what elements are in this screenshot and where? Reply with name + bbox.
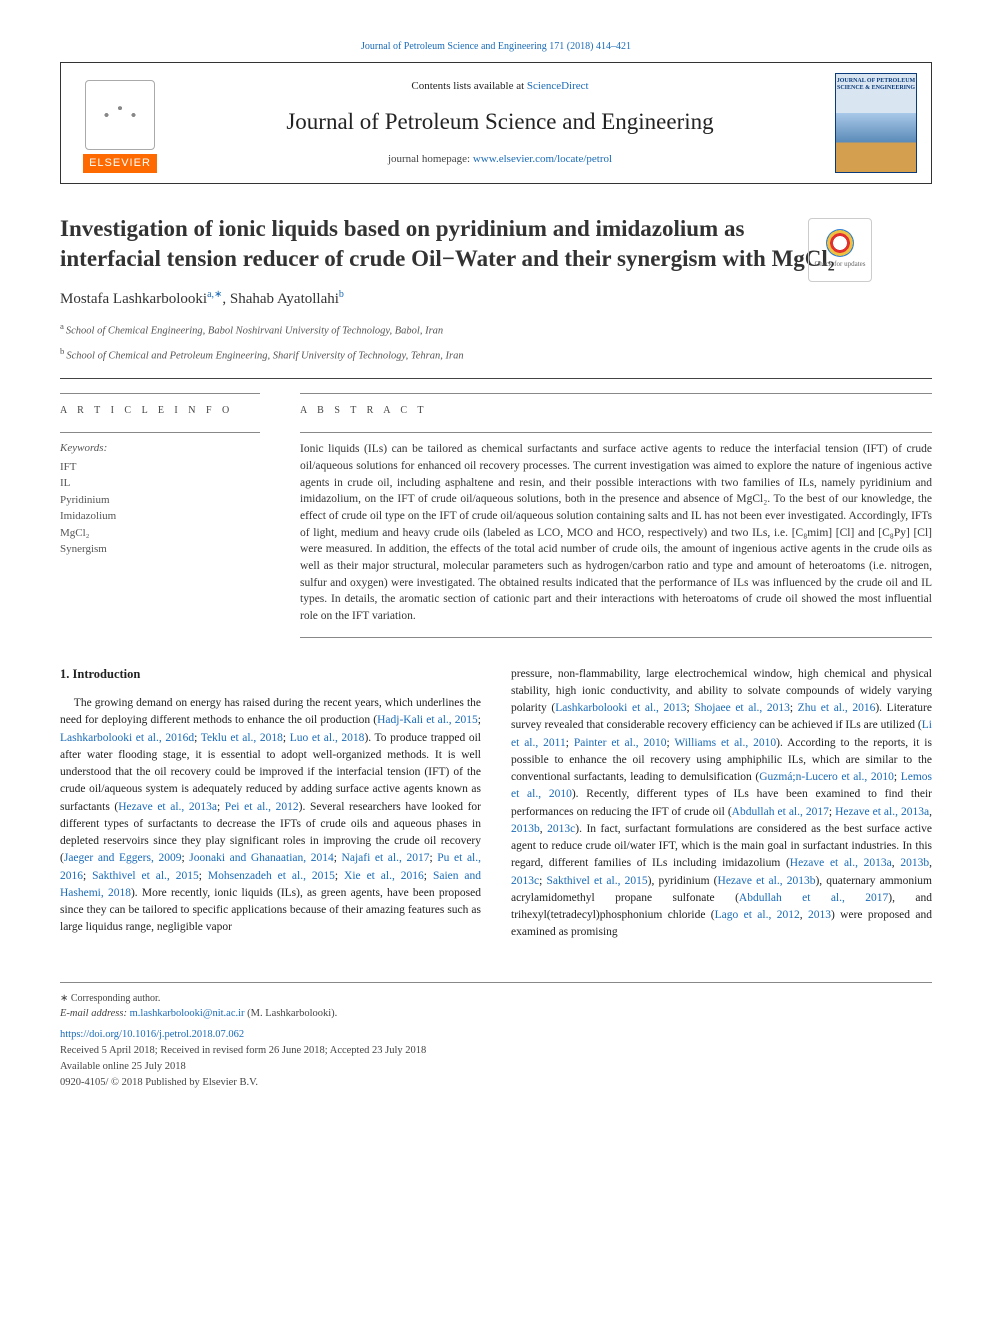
elsevier-logo[interactable]: ELSEVIER [75,73,165,173]
received-line: Received 5 April 2018; Received in revis… [60,1043,932,1059]
citation[interactable]: Xie et al., 2016 [344,870,424,882]
journal-reference: Journal of Petroleum Science and Enginee… [60,40,932,54]
info-rule-top [60,393,260,394]
keyword: Pyridinium [60,492,260,509]
citation[interactable]: Zhu et al., 2016 [798,702,876,714]
intro-para-1-cont: pressure, non-flammability, large electr… [511,666,932,942]
doi-link[interactable]: https://doi.org/10.1016/j.petrol.2018.07… [60,1027,932,1043]
article-info-block: A R T I C L E I N F O Keywords: IFT IL P… [60,393,260,637]
sciencedirect-link[interactable]: ScienceDirect [527,80,589,92]
body-column-left: 1. Introduction The growing demand on en… [60,666,481,942]
abstract-heading: A B S T R A C T [300,404,932,418]
citation[interactable]: Sakthivel et al., 2015 [546,875,647,887]
affil-text-b: School of Chemical and Petroleum Enginee… [66,350,463,361]
citation[interactable]: Luo et al., 2018 [290,732,365,744]
check-updates-label: Check for updates [815,260,866,270]
journal-cover-thumbnail[interactable]: JOURNAL OF PETROLEUM SCIENCE & ENGINEERI… [835,73,917,173]
citation[interactable]: Mohsenzadeh et al., 2015 [208,870,335,882]
authors-line: Mostafa Lashkarbolookia,∗, Shahab Ayatol… [60,288,932,310]
keyword: Imidazolium [60,508,260,525]
article-title: Investigation of ionic liquids based on … [60,214,932,274]
corresponding-author: ∗ Corresponding author. [60,991,932,1006]
author-1[interactable]: Mostafa Lashkarbolooki [60,291,207,307]
citation[interactable]: 2013b [900,857,929,869]
abstract-rule-bottom [300,637,932,638]
citation[interactable]: 2013b [511,823,540,835]
homepage-line: journal homepage: www.elsevier.com/locat… [179,152,821,167]
intro-para-1: The growing demand on energy has raised … [60,695,481,937]
body-column-right: pressure, non-flammability, large electr… [511,666,932,942]
available-line: Available online 25 July 2018 [60,1059,932,1075]
affiliation-b: bSchool of Chemical and Petroleum Engine… [60,345,932,364]
citation[interactable]: Abdullah et al., 2017 [732,806,829,818]
homepage-link[interactable]: www.elsevier.com/locate/petrol [473,153,612,165]
author-2-affil: b [339,289,344,300]
cover-title: JOURNAL OF PETROLEUM SCIENCE & ENGINEERI… [836,78,916,91]
citation[interactable]: Jaeger and Eggers, 2009 [64,852,182,864]
keyword: MgCl₂ [60,525,260,542]
article-info-heading: A R T I C L E I N F O [60,404,260,418]
citation[interactable]: 2013c [547,823,575,835]
citation[interactable]: Williams et al., 2010 [674,737,776,749]
citation[interactable]: Hezave et al., 2013a [118,801,217,813]
check-updates-badge[interactable]: Check for updates [808,218,872,282]
abstract-block: A B S T R A C T Ionic liquids (ILs) can … [300,393,932,637]
contents-line: Contents lists available at ScienceDirec… [179,79,821,94]
citation[interactable]: Hadj-Kali et al., 2015 [377,714,478,726]
citation[interactable]: Joonaki and Ghanaatian, 2014 [189,852,333,864]
citation[interactable]: Abdullah et al., 2017 [739,892,888,904]
citation[interactable]: Painter et al., 2010 [574,737,667,749]
homepage-prefix: journal homepage: [388,153,473,165]
citation[interactable]: Lago et al., 2012 [715,909,800,921]
journal-name: Journal of Petroleum Science and Enginee… [179,106,821,138]
affil-sup-a: a [60,321,64,331]
crossmark-icon [826,229,854,257]
email-label: E-mail address: [60,1008,130,1019]
citation[interactable]: 2013c [511,875,539,887]
keyword: IL [60,475,260,492]
elsevier-wordmark: ELSEVIER [83,154,157,173]
keywords-label: Keywords: [60,441,260,456]
abstract-rule-top [300,393,932,394]
citation[interactable]: Hezave et al., 2013b [718,875,816,887]
citation[interactable]: Teklu et al., 2018 [201,732,283,744]
citation[interactable]: Shojaee et al., 2013 [694,702,790,714]
citation[interactable]: 2013 [808,909,831,921]
journal-header: ELSEVIER Contents lists available at Sci… [60,62,932,184]
keyword: Synergism [60,541,260,558]
citation[interactable]: Lashkarbolooki et al., 2013 [555,702,686,714]
contents-prefix: Contents lists available at [411,80,526,92]
email-link[interactable]: m.lashkarbolooki@nit.ac.ir [130,1008,245,1019]
author-1-affil: a,∗ [207,289,222,300]
affil-text-a: School of Chemical Engineering, Babol No… [66,325,443,336]
citation[interactable]: Lashkarbolooki et al., 2016d [60,732,194,744]
citation[interactable]: Najafi et al., 2017 [342,852,430,864]
citation[interactable]: Hezave et al., 2013a [835,806,929,818]
affil-sup-b: b [60,346,64,356]
author-2[interactable]: , Shahab Ayatollahi [222,291,339,307]
citation[interactable]: Sakthivel et al., 2015 [92,870,199,882]
intro-heading: 1. Introduction [60,666,481,684]
footer-block: ∗ Corresponding author. E-mail address: … [60,982,932,1091]
citation[interactable]: Guzmá;n-Lucero et al., 2010 [759,771,894,783]
email-line: E-mail address: m.lashkarbolooki@nit.ac.… [60,1006,932,1022]
divider [60,378,932,379]
keyword: IFT [60,459,260,476]
copyright-line: 0920-4105/ © 2018 Published by Elsevier … [60,1075,932,1091]
email-suffix: (M. Lashkarbolooki). [245,1008,338,1019]
citation[interactable]: Hezave et al., 2013a [790,857,892,869]
citation[interactable]: Pei et al., 2012 [225,801,299,813]
affiliation-a: aSchool of Chemical Engineering, Babol N… [60,320,932,339]
abstract-text: Ionic liquids (ILs) can be tailored as c… [300,441,932,624]
elsevier-tree-icon [85,80,155,150]
